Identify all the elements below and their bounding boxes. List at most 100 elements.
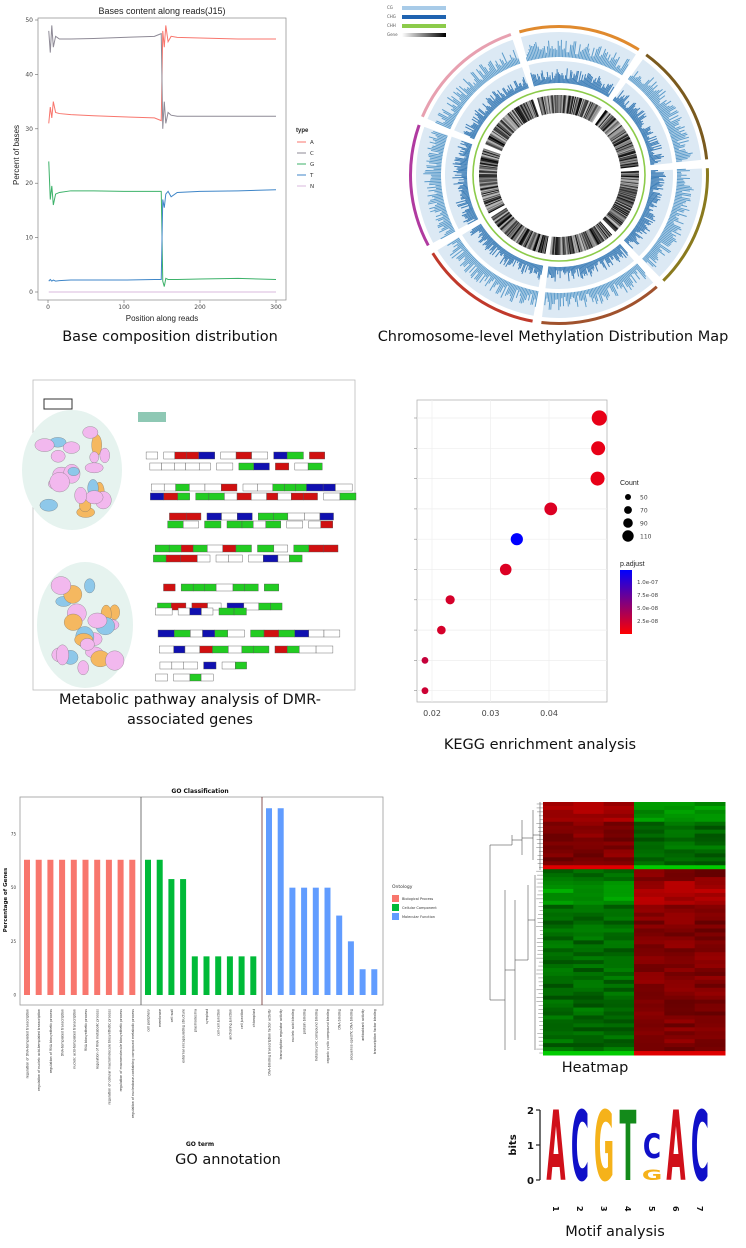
gene-density-bar: [561, 95, 563, 114]
cg-bar: [665, 116, 682, 126]
cg-bar: [593, 287, 599, 302]
cg-bar: [619, 276, 624, 283]
gene-box: [236, 492, 252, 501]
cg-bar: [443, 217, 450, 221]
chg-bar: [623, 107, 627, 111]
cg-bar: [544, 292, 547, 306]
heatmap-cell: [573, 1011, 605, 1016]
logo-letter-C: C: [691, 1091, 709, 1203]
chg-bar: [465, 123, 479, 132]
chg-bar: [615, 97, 620, 103]
cg-bar: [601, 284, 609, 301]
chg-bar: [470, 131, 477, 136]
gene-density-bar: [515, 227, 527, 243]
gene-density-bar: [620, 165, 639, 169]
cg-bar: [430, 206, 446, 213]
gene-box: [228, 554, 243, 563]
go-bar: [371, 969, 378, 995]
gene-density-bar: [526, 231, 536, 249]
chg-bar: [482, 231, 488, 237]
chg-bar: [601, 87, 606, 94]
chg-bar: [522, 85, 525, 91]
kegg-padjust-legend-title: p.adjust: [620, 561, 645, 568]
chg-bar: [482, 103, 493, 113]
chg-bar: [471, 130, 477, 135]
chg-bar: [601, 255, 605, 260]
chg-bar: [648, 193, 658, 197]
chg-bar: [570, 266, 573, 277]
cg-bar: [580, 49, 584, 60]
heatmap-cell: [664, 912, 696, 918]
chg-bar: [504, 251, 510, 260]
cg-bar: [476, 262, 481, 268]
cg-bar: [462, 78, 477, 92]
go-bar: [70, 859, 77, 995]
heatmap-cell: [603, 805, 635, 811]
heatmap-cell: [603, 841, 635, 846]
gene-density-bar: [486, 201, 504, 211]
heatmap-cell: [694, 987, 726, 993]
chg-bar: [645, 138, 658, 144]
heatmap-cell: [694, 1015, 726, 1020]
chg-bar: [518, 85, 522, 92]
cg-bar: [444, 229, 455, 236]
go-term-label: membrane: [158, 1009, 162, 1027]
cg-bar: [480, 64, 492, 79]
chg-bar: [486, 105, 493, 112]
cg-bar: [673, 204, 681, 208]
gene-box: [232, 583, 245, 592]
cg-bar: [463, 256, 475, 268]
gene-density-bar: [586, 103, 596, 120]
chromosome-arc: [541, 285, 658, 325]
gene-density-bar: [521, 229, 531, 247]
heatmap-cell: [573, 873, 605, 878]
cg-bar: [676, 183, 685, 185]
cg-bar: [432, 139, 446, 144]
x-tick-label: 6: [671, 1206, 680, 1212]
cg-bar: [449, 226, 454, 230]
cg-bar: [472, 71, 484, 86]
gene-density-bar: [507, 113, 520, 128]
cg-bar: [462, 248, 467, 252]
gene-density-bar: [541, 96, 547, 115]
gene-density-bar: [527, 231, 536, 250]
chg-bar: [600, 86, 605, 94]
chg-bar: [491, 243, 498, 251]
gene-density-bar: [611, 206, 628, 217]
chg-bar: [587, 75, 593, 88]
chg-bar: [485, 239, 494, 248]
gene-density-bar: [619, 158, 638, 164]
gene-density-bar: [544, 96, 549, 115]
kegg-count-legend-title: Count: [620, 480, 639, 487]
cg-bar: [626, 271, 631, 278]
cg-bar: [614, 278, 619, 286]
gene-density-bar: [538, 97, 544, 116]
chg-bar: [520, 260, 527, 272]
chg-bar: [471, 118, 482, 126]
gene-density-bar: [479, 177, 498, 180]
heatmap-cell: [543, 837, 574, 843]
heatmap-cell: [603, 1007, 635, 1013]
heatmap-cell: [664, 1027, 696, 1032]
go-term-label: regulation of nucleic acid-templated tra…: [37, 1009, 41, 1091]
kegg-dot: [437, 625, 446, 635]
cg-bar: [649, 249, 658, 256]
gene-density-bar: [617, 147, 635, 155]
chg-bar: [481, 229, 486, 233]
gene-density-bar: [618, 192, 636, 199]
cg-bar: [571, 41, 575, 58]
gene-density-bar: [501, 218, 516, 232]
gene-density-bar: [589, 228, 600, 245]
heatmap-cell: [694, 881, 726, 886]
gene-density-bar: [569, 96, 574, 115]
cg-bar: [547, 292, 550, 302]
gene-density-bar: [491, 208, 508, 220]
heatmap-cell: [634, 881, 665, 886]
cg-bar: [653, 100, 661, 106]
gene-density-bar: [609, 128, 625, 140]
chg-bar: [508, 90, 513, 96]
cg-bar: [496, 69, 500, 74]
gene-box: [207, 602, 222, 611]
gene-density-bar: [479, 169, 498, 173]
heatmap-cell: [603, 920, 635, 926]
